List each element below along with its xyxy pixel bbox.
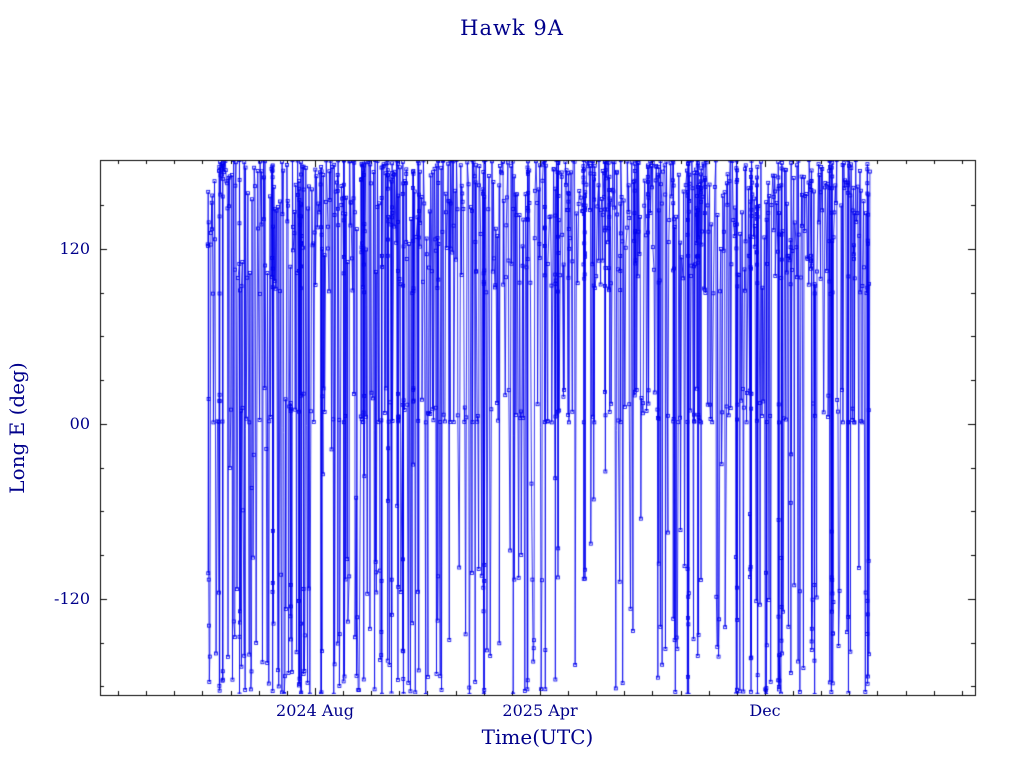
y-tick-label: -120: [54, 588, 90, 608]
x-tick-label: 2025 Apr: [502, 701, 578, 720]
y-tick-label: 120: [59, 238, 90, 258]
y-tick-label: 00: [69, 413, 90, 433]
x-tick-label: Dec: [749, 701, 781, 720]
x-tick-label: 2024 Aug: [276, 701, 354, 720]
chart-title: Hawk 9A: [460, 16, 564, 40]
x-axis-label: Time(UTC): [481, 725, 594, 749]
